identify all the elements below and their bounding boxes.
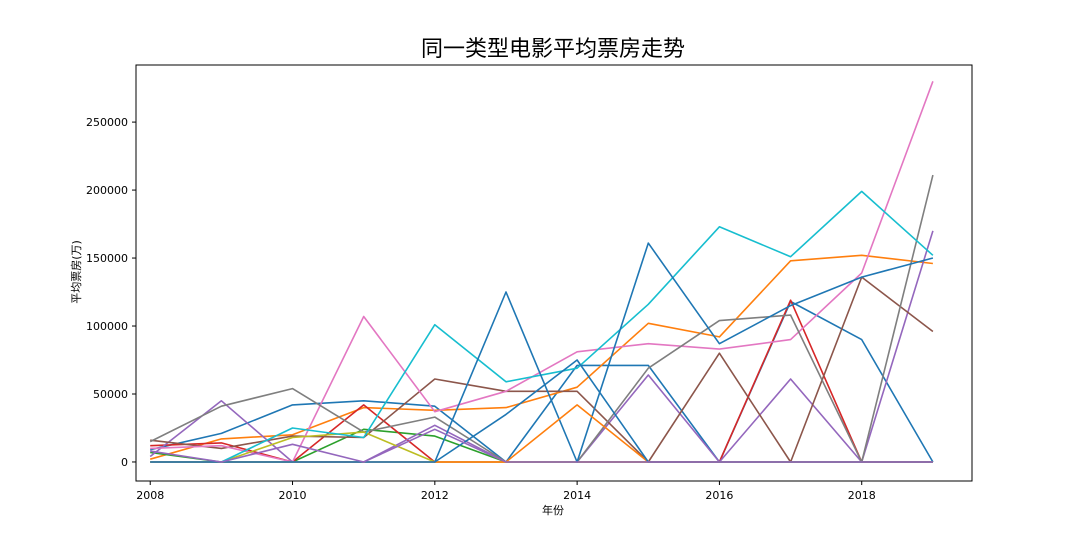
x-axis-label: 年份: [542, 503, 564, 517]
x-tick-label: 2014: [563, 489, 591, 502]
series-line-14: [150, 428, 933, 463]
series-line-11: [150, 242, 934, 463]
x-tick-label: 2018: [848, 489, 876, 502]
y-tick-label: 250000: [86, 116, 128, 129]
x-tick-label: 2008: [136, 489, 164, 502]
y-tick-label: 200000: [86, 184, 128, 197]
series-line-4: [150, 299, 933, 463]
series-line-10: [150, 190, 934, 463]
y-tick-label: 0: [121, 456, 128, 469]
y-axis-ticks: 0 50000 100000 150000 200000 250000: [86, 116, 136, 469]
series-line-2: [149, 254, 933, 460]
x-tick-label: 2012: [421, 489, 449, 502]
x-axis-ticks: 2008 2010 2012 2014 2016 2018: [136, 481, 876, 502]
series-line-7: [150, 81, 934, 463]
series-line-1: [150, 300, 934, 463]
plot-frame: [135, 64, 973, 482]
y-tick-label: 100000: [86, 320, 128, 333]
chart-title: 同一类型电影平均票房走势: [421, 37, 685, 62]
series-layer: [149, 81, 934, 463]
y-tick-label: 50000: [93, 388, 128, 401]
x-tick-label: 2016: [705, 489, 733, 502]
series-line-8: [149, 174, 934, 463]
x-tick-label: 2010: [279, 489, 307, 502]
axes-layer: [135, 64, 973, 482]
series-line-6: [150, 276, 934, 463]
y-tick-label: 150000: [86, 252, 128, 265]
series-line-5: [149, 230, 934, 463]
y-axis-label: 平均票房(万): [70, 240, 83, 304]
